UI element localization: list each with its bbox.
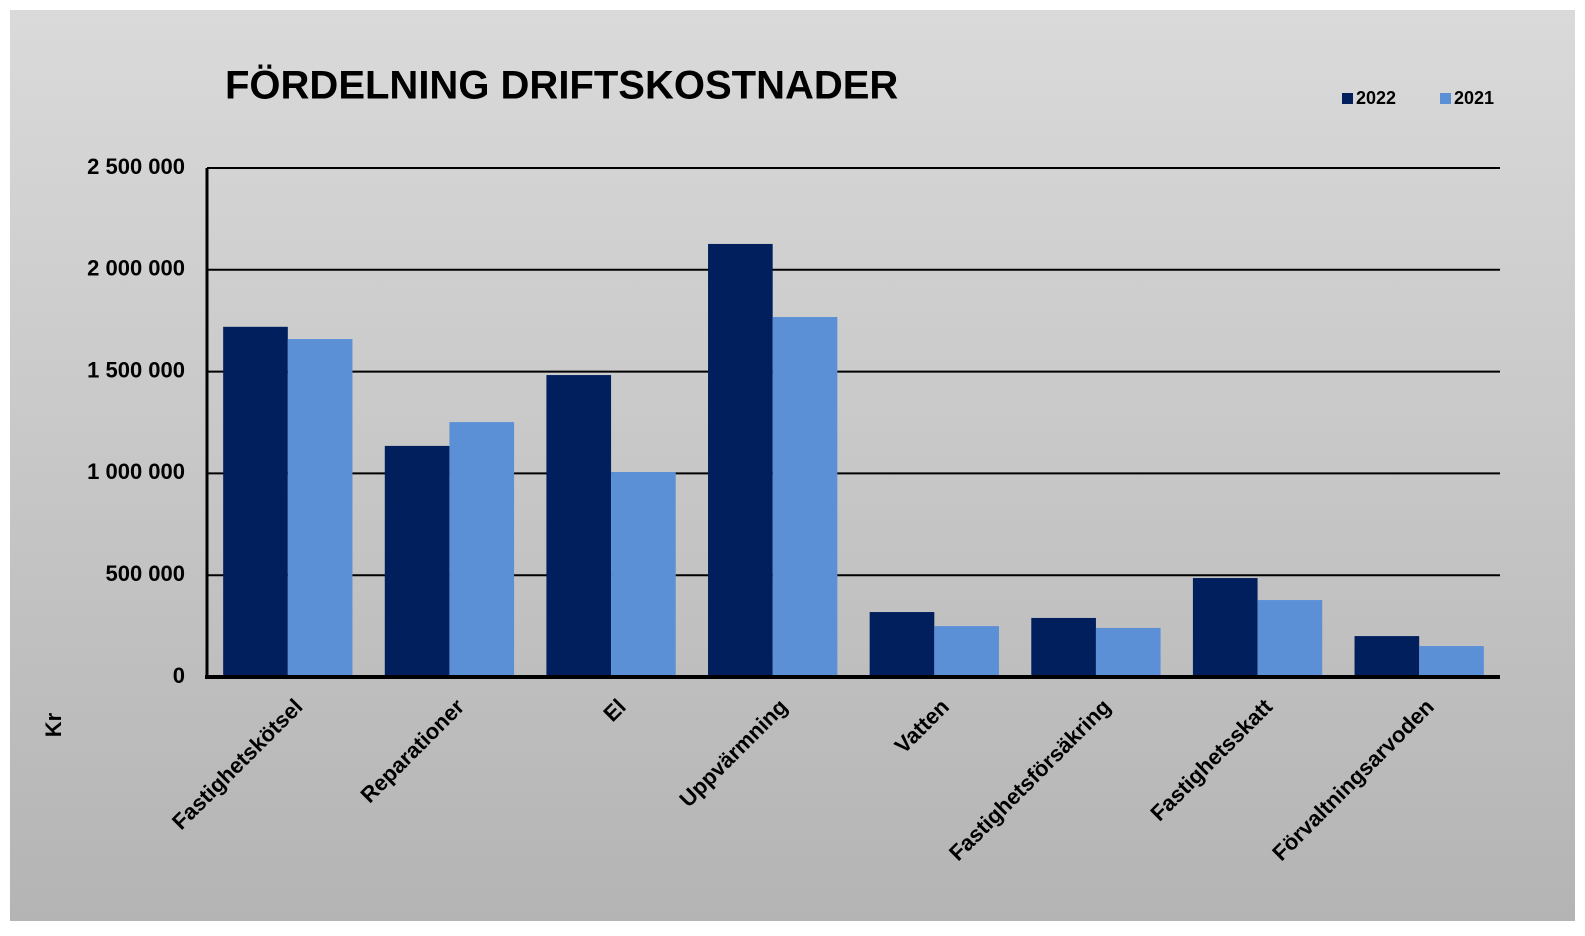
legend-label: 2022 bbox=[1356, 88, 1396, 108]
bar bbox=[611, 471, 676, 677]
legend-swatch bbox=[1342, 93, 1353, 104]
y-tick-label: 500 000 bbox=[105, 561, 185, 586]
bar bbox=[708, 243, 773, 677]
chart-title: FÖRDELNING DRIFTSKOSTNADER bbox=[225, 63, 898, 108]
bar bbox=[287, 339, 353, 677]
bar bbox=[1419, 646, 1484, 677]
bar bbox=[934, 626, 999, 677]
y-tick-label: 1 500 000 bbox=[87, 357, 185, 382]
y-tick-label: 1 000 000 bbox=[87, 459, 185, 484]
y-tick-label: 2 000 000 bbox=[87, 256, 185, 281]
bar bbox=[449, 422, 515, 677]
legend-swatch bbox=[1440, 93, 1451, 104]
bar bbox=[384, 445, 450, 677]
bar bbox=[546, 375, 612, 677]
bar bbox=[869, 612, 935, 677]
bar bbox=[1257, 600, 1323, 677]
bar bbox=[1354, 636, 1420, 677]
legend-label: 2021 bbox=[1454, 88, 1494, 108]
bar bbox=[1031, 617, 1096, 677]
y-tick-label: 2 500 000 bbox=[87, 154, 185, 179]
bar bbox=[772, 317, 838, 677]
bar bbox=[1192, 578, 1258, 677]
y-axis-label: Kr bbox=[41, 712, 66, 737]
bar bbox=[223, 326, 288, 677]
y-tick-label: 0 bbox=[173, 663, 185, 688]
bar bbox=[1095, 627, 1161, 677]
